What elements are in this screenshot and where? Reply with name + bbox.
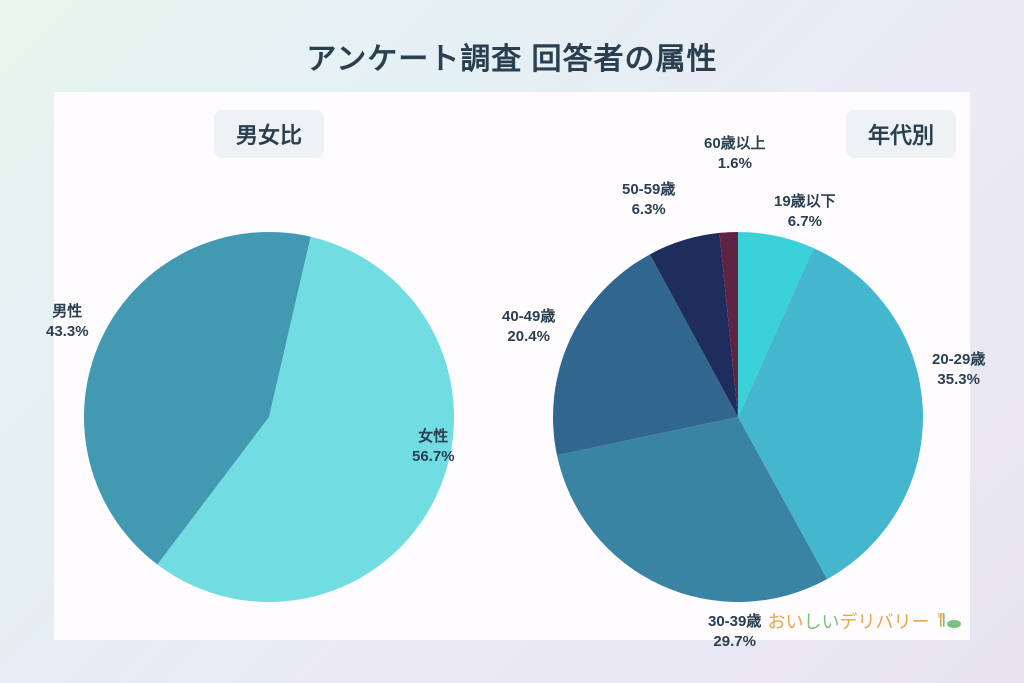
slice-label-pct: 35.3% (937, 371, 980, 388)
brand-text-2: しい (804, 612, 840, 632)
slice-label: 60歳以上 1.6% (704, 134, 766, 173)
slice-label-name: 20-29歳 (932, 351, 985, 368)
brand-logo: おいしいデリバリー (768, 608, 963, 636)
chart-panel: 男女比 女性56.7%男性43.3% 年代別 19歳以下6.7%20-29歳35… (54, 92, 970, 640)
slice-label: 男性 43.3% (46, 302, 89, 341)
brand-text-1: おい (768, 612, 804, 632)
page-title: アンケート調査 回答者の属性 (0, 0, 1024, 78)
slice-label-name: 19歳以下 (774, 193, 836, 210)
slice-label-pct: 6.7% (788, 213, 822, 230)
slice-label: 19歳以下 6.7% (774, 192, 836, 231)
slice-label: 20-29歳 35.3% (932, 350, 985, 389)
age-pie (512, 92, 970, 640)
slice-label-pct: 1.6% (718, 155, 752, 172)
slice-label-name: 女性 (418, 428, 448, 445)
slice-label-name: 40-49歳 (502, 308, 555, 325)
slice-label-name: 男性 (52, 303, 82, 320)
page-root: アンケート調査 回答者の属性 男女比 女性56.7%男性43.3% 年代別 19… (0, 0, 1024, 683)
slice-label: 30-39歳 29.7% (708, 612, 761, 651)
brand-text-3: デリバリー (840, 612, 930, 632)
gender-chart: 男女比 女性56.7%男性43.3% (54, 92, 512, 640)
utensils-icon (936, 611, 962, 636)
slice-label-pct: 56.7% (412, 448, 455, 465)
slice-label: 女性 56.7% (412, 427, 455, 466)
slice-label-pct: 20.4% (507, 328, 550, 345)
slice-label-pct: 29.7% (713, 633, 756, 650)
slice-label-pct: 6.3% (632, 201, 666, 218)
age-chart: 年代別 19歳以下6.7%20-29歳35.3%30-39歳29.7%40-49… (512, 92, 970, 640)
slice-label-pct: 43.3% (46, 323, 89, 340)
slice-label-name: 30-39歳 (708, 613, 761, 630)
slice-label: 50-59歳 6.3% (622, 180, 675, 219)
slice-label-name: 50-59歳 (622, 181, 675, 198)
slice-label-name: 60歳以上 (704, 135, 766, 152)
slice-label: 40-49歳 20.4% (502, 307, 555, 346)
gender-pie (54, 92, 512, 640)
